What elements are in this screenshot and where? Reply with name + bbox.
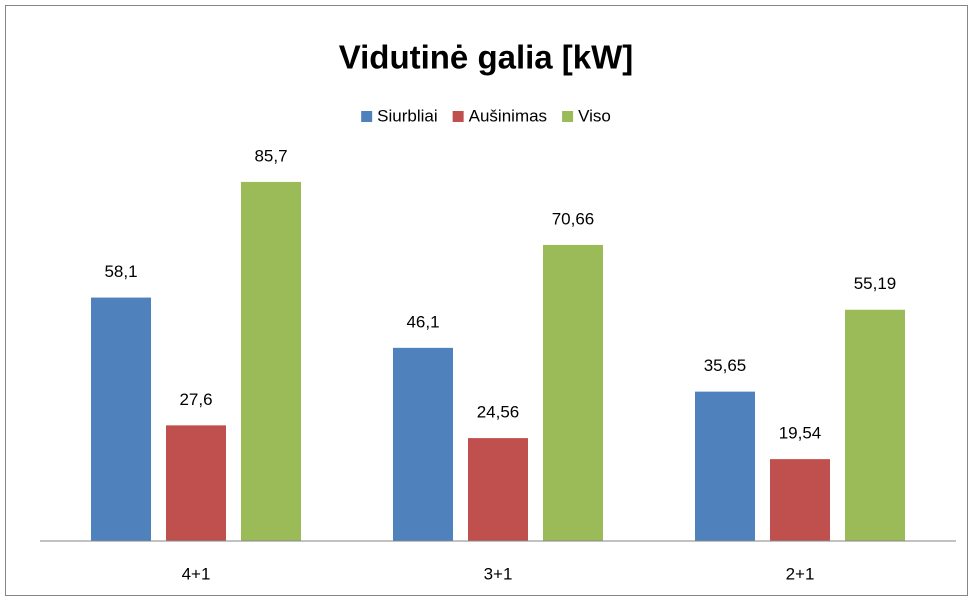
data-label: 19,54 — [779, 424, 822, 443]
bar — [468, 438, 528, 541]
data-label: 24,56 — [477, 403, 520, 422]
bar — [845, 309, 905, 541]
data-label: 58,1 — [104, 262, 137, 281]
chart-title: Vidutinė galia [kW] — [339, 39, 634, 76]
bar — [166, 425, 226, 541]
bar — [695, 391, 755, 541]
data-label: 27,6 — [179, 390, 212, 409]
x-tick-label: 4+1 — [182, 564, 211, 583]
data-label: 46,1 — [406, 312, 439, 331]
legend-label: Siurbliai — [377, 106, 437, 125]
legend-label: Aušinimas — [469, 106, 547, 125]
x-tick-label: 2+1 — [786, 564, 815, 583]
data-label: 70,66 — [552, 209, 595, 228]
legend-swatch — [452, 111, 464, 122]
bar — [393, 347, 453, 541]
bar — [241, 181, 301, 542]
data-label: 35,65 — [704, 356, 747, 375]
data-label: 85,7 — [254, 146, 287, 165]
legend-swatch — [361, 111, 373, 122]
legend-label: Viso — [578, 106, 611, 125]
data-label: 55,19 — [854, 274, 897, 293]
x-tick-label: 3+1 — [484, 564, 513, 583]
bar — [543, 244, 603, 541]
legend-swatch — [562, 111, 574, 122]
bar — [91, 297, 151, 541]
bar — [770, 459, 830, 541]
